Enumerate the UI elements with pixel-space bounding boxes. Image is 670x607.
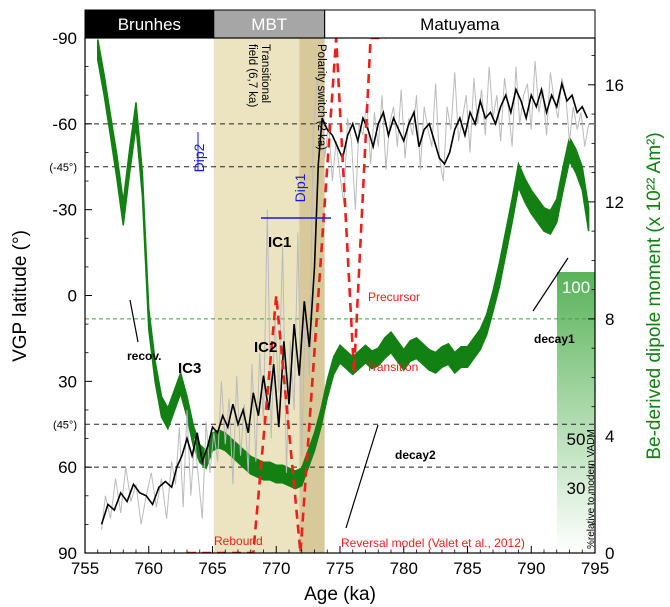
dip1-label: Dip1: [292, 173, 308, 202]
recov-slope: [129, 299, 139, 343]
transitional-field-label: Transitional field (6,7 ka): [246, 44, 271, 107]
dip2-label: Dip2: [191, 143, 207, 172]
y-left-tick-label: 60: [58, 458, 77, 477]
x-tick-label: 755: [71, 559, 99, 578]
y-right-tick-label: 8: [605, 310, 614, 329]
polarity-label-mbt: MBT: [251, 15, 287, 34]
x-tick-label: 770: [262, 559, 290, 578]
x-tick-label: 795: [581, 559, 609, 578]
polarity-segment-matuyama: [324, 9, 596, 39]
vadm-label-30: 30: [567, 479, 586, 498]
precursor-label: Precursor: [368, 290, 420, 304]
decay1-line: [532, 257, 569, 312]
y-left-tick-label: 90: [58, 544, 77, 563]
y-left-extra-label: (45°): [53, 419, 77, 431]
x-tick-label: 790: [517, 559, 545, 578]
decay2-line: [345, 424, 379, 529]
y-left-tick-label: -60: [52, 115, 77, 134]
x-tick-label: 760: [135, 559, 163, 578]
y-left-tick-label: 30: [58, 372, 77, 391]
y-left-tick-label: 0: [68, 287, 77, 306]
x-tick-label: 765: [198, 559, 226, 578]
vadm-label-50: 50: [567, 430, 586, 449]
x-tick-label: 785: [453, 559, 481, 578]
series-vgp-smooth: [100, 80, 589, 525]
transition-label: Transition: [366, 360, 418, 374]
x-tick-label: 780: [390, 559, 418, 578]
polarity-segment-brunhes: [84, 9, 215, 39]
decay1-label: decay1: [534, 332, 575, 346]
y-right-tick-label: 16: [605, 76, 624, 95]
polarity-label-brunhes: Brunhes: [118, 15, 181, 34]
recov-label: recov.: [127, 349, 161, 363]
y-left-extra-label: (-45°): [49, 162, 77, 174]
ic1-label: IC1: [268, 234, 291, 251]
y-right-tick-label: 12: [605, 193, 624, 212]
y-right-tick-label: 0: [605, 544, 614, 563]
polarity-switch-label: Polarity switch (2 ka): [315, 44, 327, 150]
ic2-label: IC2: [254, 339, 277, 356]
y-left-tick-label: -90: [52, 29, 77, 48]
vadm-label-100: 100: [562, 278, 590, 297]
ic3-label: IC3: [178, 360, 201, 377]
rebound-label: Rebound: [214, 534, 263, 548]
polarity-label-matuyama: Matuyama: [420, 15, 500, 34]
x-axis-title: Age (ka): [304, 584, 376, 605]
vadm-caption: %relative to modern VADM: [586, 429, 597, 549]
series-vgp-raw: [101, 60, 590, 531]
y-right-tick-label: 4: [605, 427, 614, 446]
reversal-model-label: Reversal model (Valet et al., 2012): [341, 536, 525, 550]
series-be-dipole-band: [97, 39, 590, 490]
y-right-axis-title: Be-derived dipole moment (x 10²² Am²): [644, 132, 665, 459]
y-left-axis-title: VGP latitude (°): [10, 230, 31, 362]
y-left-tick-label: -30: [52, 201, 77, 220]
x-tick-label: 775: [326, 559, 354, 578]
series-reversal-model: [187, 38, 386, 553]
decay2-label: decay2: [395, 448, 436, 462]
